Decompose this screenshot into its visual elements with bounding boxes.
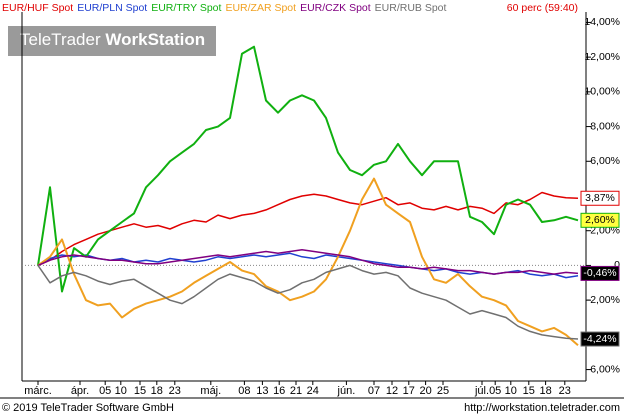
series-line xyxy=(37,45,579,293)
last-value-box xyxy=(580,212,620,228)
x-tick-label: 15 xyxy=(134,385,146,397)
last-value-label: 2,60% xyxy=(585,214,615,226)
y-tick-label: 0 xyxy=(614,259,620,271)
y-tick-label: -6,00% xyxy=(587,363,620,375)
x-tick-label: 23 xyxy=(169,385,181,397)
last-value-box xyxy=(580,190,620,206)
x-tick-label: 24 xyxy=(307,385,319,397)
last-value-box xyxy=(580,331,620,347)
series-line xyxy=(37,177,579,347)
legend-entry: EUR/PLN Spot xyxy=(77,2,147,14)
x-tick-label: jún. xyxy=(337,385,356,397)
x-tick-label: 12 xyxy=(386,385,398,397)
legend-entry: EUR/TRY Spot xyxy=(151,2,221,14)
legend-entry: EUR/ZAR Spot xyxy=(225,2,296,14)
x-tick-label: 17 xyxy=(403,385,415,397)
copyright: © 2019 TeleTrader Software GmbH xyxy=(2,402,174,414)
x-tick-label: 25 xyxy=(437,385,449,397)
x-tick-label: 18 xyxy=(539,385,551,397)
y-tick-label: 8,00% xyxy=(590,120,620,132)
x-tick-label: 15 xyxy=(523,385,535,397)
y-tick-label: 10,00% xyxy=(584,86,620,98)
period: 60 perc (59:40) xyxy=(507,2,578,14)
last-value-label: 3,87% xyxy=(585,192,615,204)
series-line xyxy=(37,191,579,267)
legend-entry: EUR/CZK Spot xyxy=(300,2,371,14)
y-tick-label: 14,00% xyxy=(584,16,620,28)
x-tick-label: 08 xyxy=(238,385,250,397)
x-tick-label: 23 xyxy=(559,385,571,397)
x-tick-label: 10 xyxy=(115,385,127,397)
x-tick-label: márc. xyxy=(24,385,52,397)
last-value-label: -4,24% xyxy=(583,333,616,345)
last-value-box xyxy=(580,265,620,281)
series-line xyxy=(37,249,579,275)
x-tick-label: 05 xyxy=(489,385,501,397)
x-tick-label: máj. xyxy=(200,385,221,397)
x-tick-label: 18 xyxy=(151,385,163,397)
y-tick-label: 12,00% xyxy=(584,51,620,63)
x-tick-label: 16 xyxy=(273,385,285,397)
x-tick-label: ápr. xyxy=(71,385,89,397)
legend-entry: EUR/RUB Spot xyxy=(375,2,447,14)
legend: EUR/HUF Spot EUR/PLN Spot EUR/TRY Spot EUR/… xyxy=(2,2,578,14)
series-line xyxy=(37,264,579,340)
x-tick-label: 21 xyxy=(290,385,302,397)
y-tick-label: -2,00% xyxy=(587,294,620,306)
x-tick-label: 10 xyxy=(505,385,517,397)
watermark-box xyxy=(8,26,216,56)
url: http://workstation.teletrader.com xyxy=(464,402,620,414)
legend-entry: EUR/HUF Spot xyxy=(2,2,73,14)
x-tick-label: 20 xyxy=(419,385,431,397)
x-tick-label: 07 xyxy=(368,385,380,397)
x-tick-label: 13 xyxy=(256,385,268,397)
x-tick-label: júl. xyxy=(474,385,489,397)
last-value-label: -0,46% xyxy=(583,267,616,279)
x-tick-label: 05 xyxy=(99,385,111,397)
y-tick-label: 6,00% xyxy=(590,155,620,167)
watermark: TeleTrader WorkStation xyxy=(20,30,205,49)
